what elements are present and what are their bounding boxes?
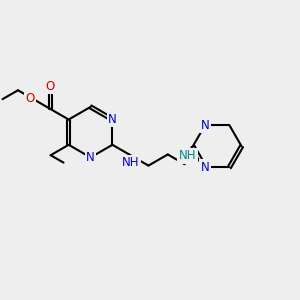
Text: N: N [86, 151, 95, 164]
Text: N: N [108, 113, 117, 126]
Text: NH: NH [122, 156, 140, 169]
Text: N: N [201, 119, 209, 132]
Text: N: N [201, 161, 209, 174]
Text: O: O [46, 80, 55, 93]
Text: O: O [26, 92, 35, 105]
Text: NH: NH [179, 149, 196, 162]
